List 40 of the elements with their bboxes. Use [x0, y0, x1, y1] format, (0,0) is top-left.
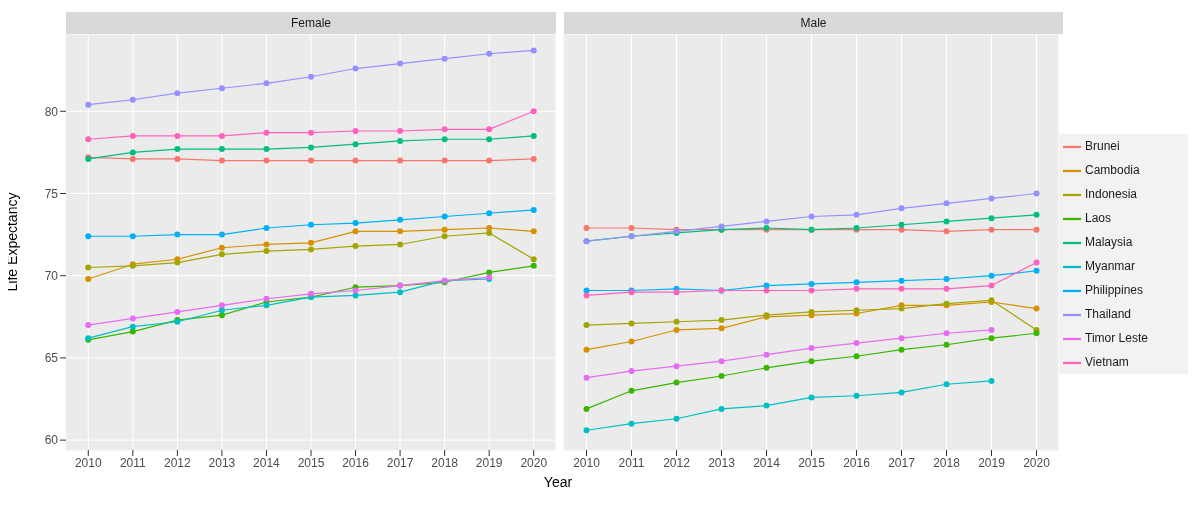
x-tick-label: 2020	[1023, 455, 1051, 470]
x-tick-label: 2019	[475, 455, 503, 470]
x-tick-label: 2017	[386, 455, 414, 470]
y-tick-label: 80	[44, 104, 59, 119]
legend-label: Cambodia	[1085, 163, 1140, 177]
x-tick-label: 2012	[164, 455, 192, 470]
legend-label: Timor Leste	[1085, 331, 1148, 345]
y-tick-label: 75	[44, 186, 59, 201]
x-tick-label: 2013	[708, 455, 736, 470]
chart-title: Female	[66, 12, 556, 34]
legend-label: Vietnam	[1085, 355, 1129, 369]
legend-label: Myanmar	[1085, 259, 1136, 273]
x-tick-label: 2014	[253, 455, 281, 470]
legend-label: Philippines	[1085, 283, 1144, 297]
x-tick-label: 2017	[888, 455, 916, 470]
legend-label: Laos	[1085, 211, 1112, 225]
x-tick-label: 2011	[119, 455, 147, 470]
x-tick-label: 2018	[933, 455, 961, 470]
y-tick-label: 70	[44, 268, 59, 283]
legend-label: Brunei	[1085, 139, 1120, 153]
x-tick-label: 2019	[978, 455, 1006, 470]
x-tick-label: 2020	[520, 455, 548, 470]
legend-label: Indonesia	[1085, 187, 1138, 201]
y-tick-label: 65	[44, 351, 59, 366]
chart-title: Male	[564, 12, 1063, 34]
x-tick-label: 2013	[208, 455, 236, 470]
x-tick-label: 2016	[342, 455, 370, 470]
x-tick-label: 2015	[297, 455, 325, 470]
legend-label: Malaysia	[1085, 235, 1133, 249]
x-tick-label: 2010	[74, 455, 102, 470]
x-tick-label: 2010	[573, 455, 601, 470]
x-tick-label: 2012	[663, 455, 691, 470]
x-axis-title: Year	[542, 474, 574, 490]
x-tick-label: 2015	[798, 455, 826, 470]
x-tick-label: 2016	[843, 455, 871, 470]
y-tick-label: 60	[44, 433, 59, 448]
x-tick-label: 2011	[618, 455, 645, 470]
x-tick-label: 2014	[753, 455, 781, 470]
legend-label: Thailand	[1085, 307, 1132, 321]
x-tick-label: 2018	[431, 455, 459, 470]
